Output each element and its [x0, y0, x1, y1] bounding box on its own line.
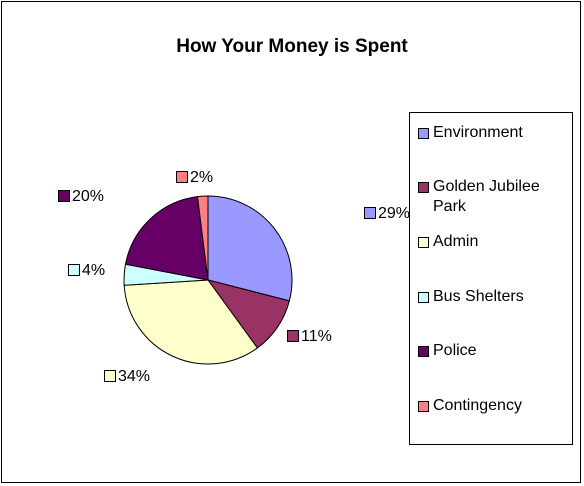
legend-swatch	[418, 182, 429, 193]
data-label-bus-shelters: 4%	[68, 262, 105, 280]
pie-slice-contingency	[196, 195, 209, 281]
data-label-swatch	[58, 190, 70, 202]
data-label-text: 4%	[82, 262, 106, 279]
data-label-text: 20%	[72, 188, 105, 205]
legend-swatch	[418, 346, 429, 357]
legend-label: Admin	[433, 233, 479, 250]
legend-swatch	[418, 292, 429, 303]
data-label-swatch	[287, 330, 299, 342]
legend-swatch	[418, 128, 429, 139]
data-label-text: 34%	[118, 368, 151, 385]
data-label-contingency: 2%	[176, 169, 213, 187]
chart-title: How Your Money is Spent	[176, 36, 408, 57]
legend-item-contingency: Contingency	[418, 396, 568, 416]
legend-item-environment: Environment	[418, 123, 568, 143]
data-label-text: 29%	[378, 205, 411, 222]
legend-item-police: Police	[418, 341, 568, 361]
data-label-admin: 34%	[104, 368, 150, 386]
data-label-swatch	[104, 370, 116, 382]
pie-slice-environment	[207, 195, 293, 302]
legend-label: Golden Jubilee Park	[433, 178, 540, 215]
legend-item-golden-jubilee-park: Golden Jubilee Park	[418, 177, 568, 217]
data-label-swatch	[364, 207, 376, 219]
legend-swatch	[418, 401, 429, 412]
pie-slice-police	[124, 196, 209, 281]
data-label-text: 11%	[301, 328, 332, 345]
legend-label: Bus Shelters	[433, 288, 524, 305]
data-label-text: 2%	[190, 169, 214, 186]
legend-label: Contingency	[433, 397, 522, 414]
legend-label: Environment	[433, 124, 523, 141]
pie-slice-admin	[123, 279, 259, 365]
data-label-swatch	[176, 171, 188, 183]
legend-item-bus-shelters: Bus Shelters	[418, 287, 568, 307]
legend: Environment Golden Jubilee Park Admin Bu…	[409, 112, 573, 445]
data-label-swatch	[68, 264, 80, 276]
data-label-golden-jubilee-park: 11%	[287, 328, 332, 346]
legend-swatch	[418, 237, 429, 248]
data-label-police: 20%	[58, 188, 104, 206]
legend-item-admin: Admin	[418, 232, 568, 252]
data-label-environment: 29%	[364, 205, 410, 223]
legend-label: Police	[433, 342, 477, 359]
